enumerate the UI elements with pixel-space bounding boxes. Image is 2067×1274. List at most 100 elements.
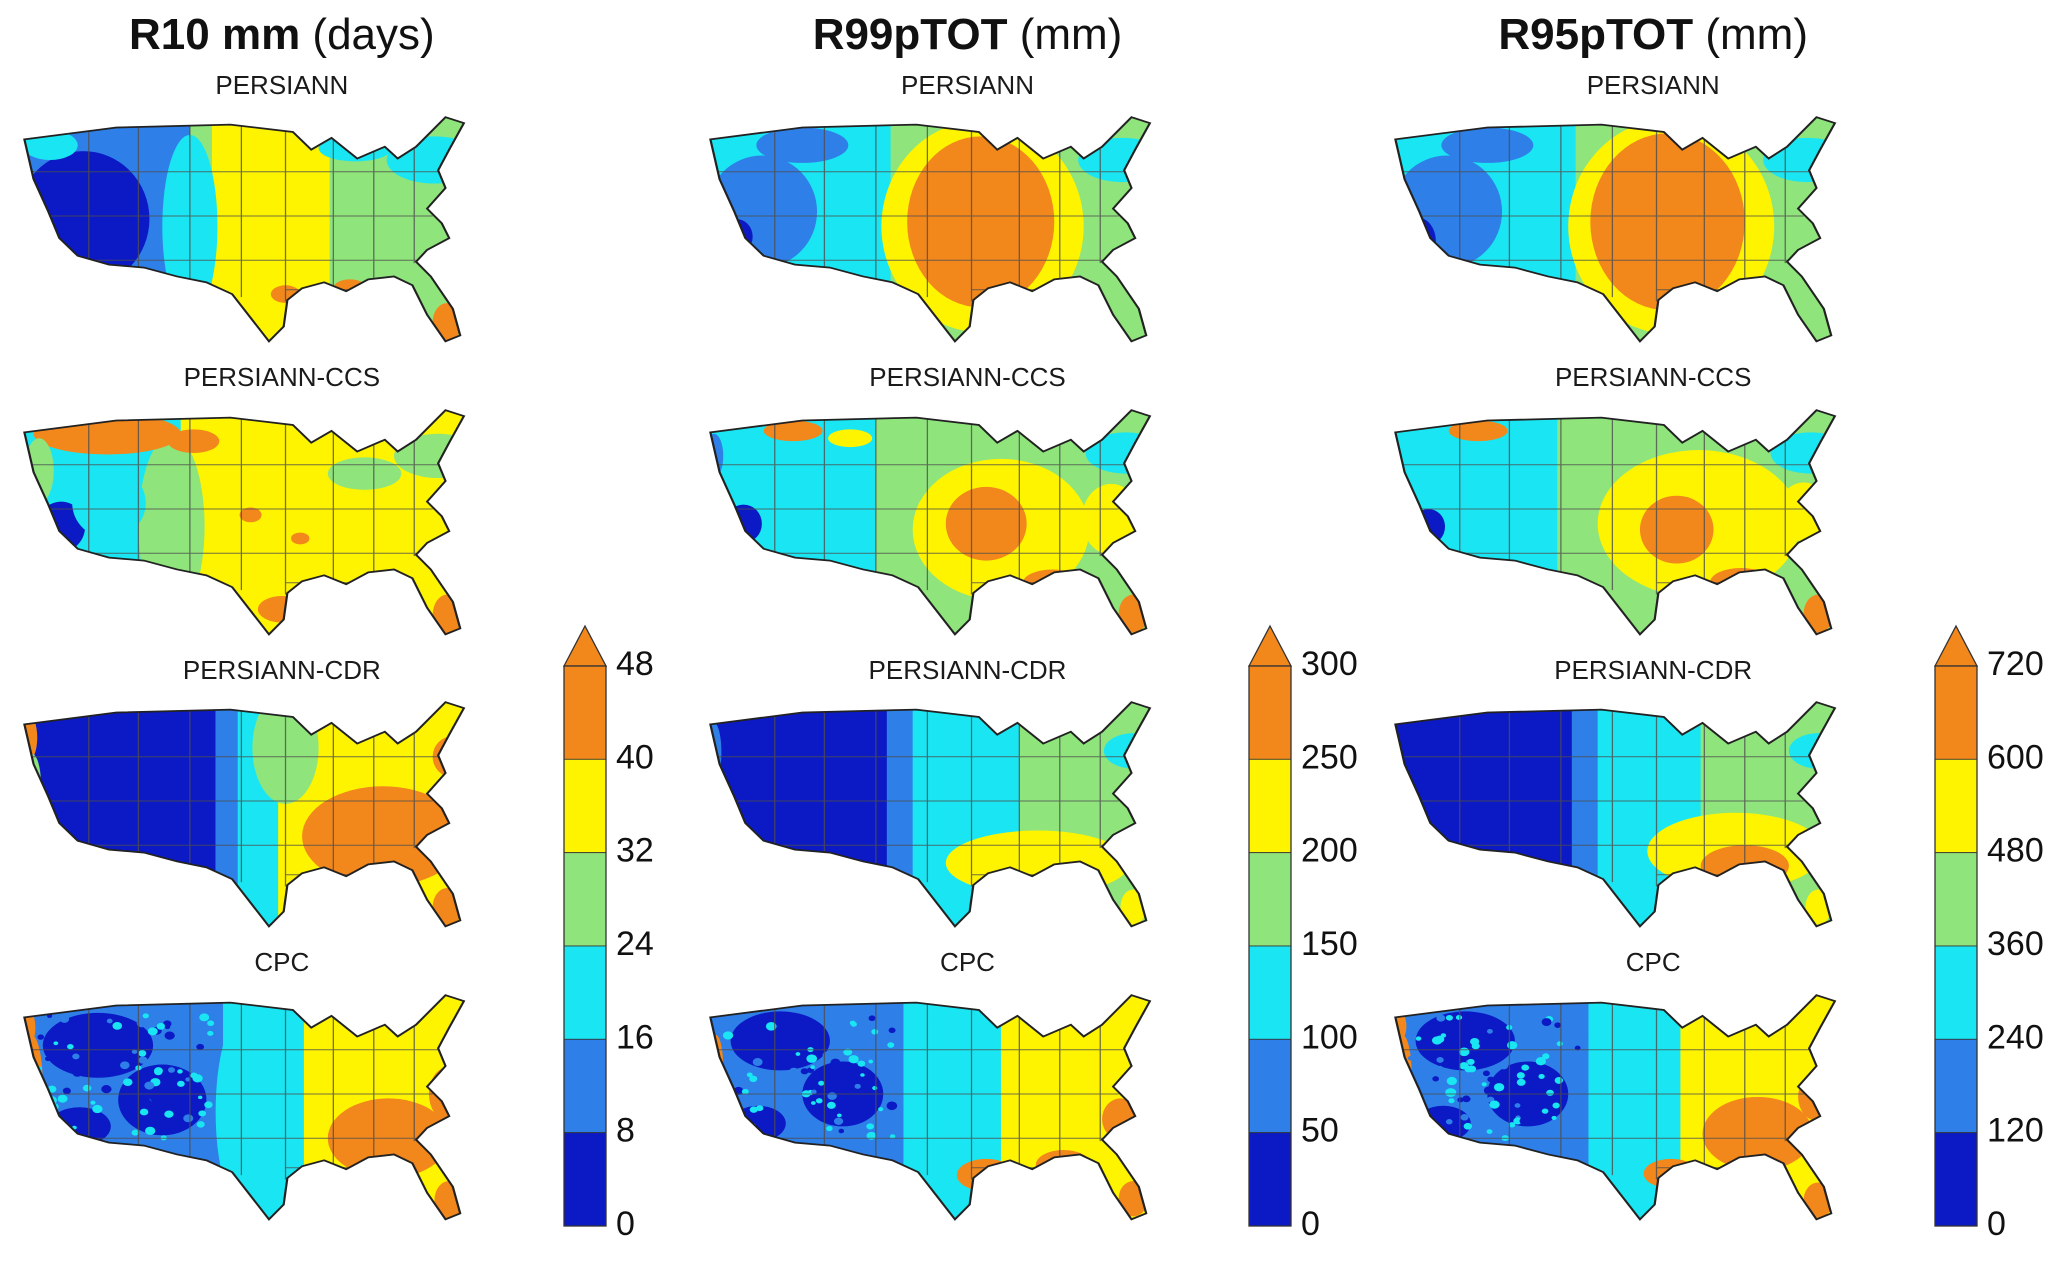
panel-label-cpc: CPC xyxy=(254,947,310,978)
map-speckle xyxy=(857,1060,865,1067)
map-speckle xyxy=(190,1128,202,1137)
map-speckle xyxy=(141,1098,152,1107)
colorbar-tick-label: 48 xyxy=(616,645,654,683)
map-region xyxy=(827,429,872,447)
map-speckle xyxy=(1507,1041,1518,1050)
map-speckle xyxy=(859,1073,865,1077)
map-region xyxy=(763,420,823,441)
colorbar-arrow xyxy=(1248,624,1293,667)
column-title-index: R95pTOT xyxy=(1498,10,1694,59)
map-panel-persiann-cdr-r95ptot: PERSIANN-CDR xyxy=(1377,656,1929,945)
panel-cpc-r10-mm-map xyxy=(23,994,466,1221)
map-panel-cpc-r99ptot: CPC xyxy=(692,948,1244,1237)
us-outline xyxy=(708,701,1152,929)
colorbar-segment xyxy=(1934,852,1978,947)
map-speckle xyxy=(1459,1047,1470,1057)
colorbar-segment xyxy=(563,1038,607,1133)
colorbar-frame xyxy=(1934,665,1978,1227)
map-speckle xyxy=(830,1058,841,1067)
map-speckle xyxy=(1456,1014,1463,1020)
panel-persiann-ccs-r95ptot-map xyxy=(1394,408,1837,636)
colorbar-r10-mm: 48 40 32 24 16 8 0 xyxy=(558,6,686,1270)
colorbar-tick-label: 40 xyxy=(616,738,654,776)
map-speckle xyxy=(1538,1073,1546,1079)
map-region xyxy=(1077,138,1150,183)
map-speckle xyxy=(722,1031,733,1040)
map-speckle xyxy=(1463,1122,1473,1130)
map-speckle xyxy=(72,1069,83,1077)
colorbar-tick-label: 32 xyxy=(616,832,654,870)
state-borders xyxy=(710,707,1130,887)
map-speckle xyxy=(857,1023,868,1031)
colorbar-tick-label: 480 xyxy=(1987,832,2044,870)
map-speckle xyxy=(207,1030,214,1036)
colorbar-tick-label: 720 xyxy=(1987,645,2044,683)
colorbar-r10-mm-scale: 48 40 32 24 16 8 0 xyxy=(562,624,654,1243)
map-speckle xyxy=(826,1079,834,1086)
map-speckle xyxy=(139,1108,149,1116)
map-panel-persiann-ccs-r95ptot: PERSIANN-CCS xyxy=(1377,363,1929,652)
map-speckle xyxy=(197,1095,203,1100)
colorbar-tick-label: 50 xyxy=(1301,1112,1339,1150)
colorbar-segment xyxy=(1934,1132,1978,1227)
map-speckle xyxy=(72,1053,80,1060)
map-region xyxy=(1590,133,1746,311)
colorbar-segment xyxy=(563,1132,607,1227)
map-speckle xyxy=(1575,1045,1581,1051)
state-borders xyxy=(24,999,444,1180)
colorbar-segment xyxy=(1248,852,1292,947)
colorbar-segment xyxy=(563,945,607,1040)
map-speckle xyxy=(138,1056,148,1064)
state-borders xyxy=(1395,999,1816,1180)
map-speckle xyxy=(1413,1113,1421,1120)
colorbar-arrow xyxy=(1933,624,1979,667)
map-region xyxy=(1572,702,1599,927)
map-region xyxy=(24,1009,36,1046)
colorbar-segment xyxy=(1248,1038,1292,1133)
state-borders xyxy=(24,414,444,595)
column-title-unit: (mm) xyxy=(1007,10,1123,59)
map-speckle xyxy=(199,1013,210,1022)
colorbar-tick-label: 240 xyxy=(1987,1018,2044,1056)
map-speckle xyxy=(207,1020,215,1026)
map-speckle xyxy=(1427,1130,1433,1135)
colorbar-segment xyxy=(1934,758,1978,854)
map-panel-persiann-r95ptot: PERSIANN xyxy=(1377,70,1929,360)
colorbar-tick-label: 0 xyxy=(1301,1205,1320,1243)
map-speckle xyxy=(1408,1113,1417,1120)
map-region xyxy=(730,1011,830,1071)
map-speckle xyxy=(204,1101,213,1109)
map-speckle xyxy=(825,1125,833,1132)
map-speckle xyxy=(1446,1014,1454,1021)
map-speckle xyxy=(785,1095,796,1104)
us-outline xyxy=(708,408,1152,636)
map-speckle xyxy=(749,1106,758,1113)
colorbar-tick-label: 200 xyxy=(1301,832,1358,870)
colorbar-tick-label: 16 xyxy=(616,1018,654,1056)
colorbar-segment xyxy=(1248,758,1292,854)
map-region xyxy=(1702,1096,1814,1171)
colorbar-tick-label: 600 xyxy=(1987,738,2044,776)
map-speckle xyxy=(1504,1096,1513,1103)
map-speckle xyxy=(849,1020,856,1026)
map-region xyxy=(945,486,1027,561)
map-region xyxy=(72,467,146,539)
map-speckle xyxy=(168,1067,175,1073)
map-speckle xyxy=(1554,1077,1564,1084)
map-speckle xyxy=(882,1094,889,1099)
colorbar-segment xyxy=(563,852,607,947)
panel-label-persiann: PERSIANN xyxy=(215,69,349,100)
map-speckle xyxy=(877,1107,883,1112)
us-outline xyxy=(1394,116,1837,344)
panel-label-persiann-cdr: PERSIANN-CDR xyxy=(1554,654,1753,685)
column-title-index: R99pTOT xyxy=(812,10,1008,59)
map-speckle xyxy=(59,1015,70,1023)
map-speckle xyxy=(1489,1100,1500,1109)
map-speckle xyxy=(55,1053,62,1059)
map-speckle xyxy=(198,1110,207,1117)
colorbar-frame xyxy=(563,665,607,1227)
us-outline xyxy=(23,116,466,344)
colorbar-segment xyxy=(1934,665,1978,760)
map-speckle xyxy=(185,1077,191,1082)
